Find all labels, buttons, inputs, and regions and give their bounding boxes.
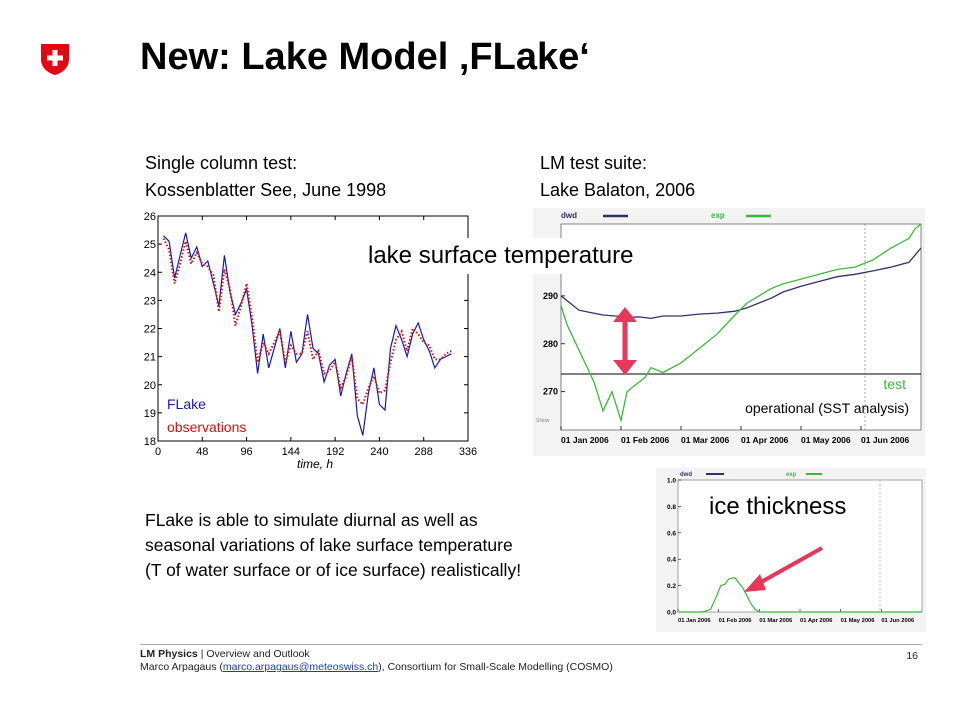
ice-thickness-label: ice thickness: [703, 490, 853, 524]
legend-dwd: dwd: [561, 211, 577, 220]
left-caption-line2: Kossenblatter See, June 1998: [145, 180, 387, 200]
series-line-exp: [678, 577, 922, 613]
slide-title: New: Lake Model ‚FLake‘: [140, 36, 590, 78]
series-line-exp: [560, 223, 922, 423]
x-tick-label: 01 May 2006: [801, 435, 851, 445]
y-tick-label: 19: [144, 408, 156, 420]
y-tick-label: 290: [543, 291, 558, 301]
y-tick-label: 21: [144, 352, 156, 364]
y-tick-label: 22: [144, 324, 156, 336]
pointer-arrow-shaft: [753, 546, 823, 588]
y-tick-label: 24: [144, 267, 156, 279]
right-caption-line2: Lake Balaton, 2006: [540, 180, 696, 200]
y-tick-label: 0.8: [667, 504, 676, 511]
y-tick-label: 25: [144, 239, 156, 251]
x-tick-label: 336: [459, 446, 477, 458]
y-tick-label: 23: [144, 295, 156, 307]
footer-author-suffix: ), Consortium for Small-Scale Modelling …: [378, 661, 613, 673]
y-tick-label: 20: [144, 380, 156, 392]
footer-email-link[interactable]: marco.arpagaus@meteoswiss.ch: [222, 661, 379, 673]
conclusion-text: FLake is able to simulate diurnal as wel…: [145, 508, 521, 583]
x-tick-label: 0: [155, 446, 161, 458]
x-tick-label: 48: [196, 446, 208, 458]
arrow-head-up: [613, 307, 637, 322]
x-tick-label: 01 Feb 2006: [719, 618, 753, 624]
y-tick-label: 0.0: [667, 610, 676, 617]
operational-label: operational (SST analysis): [745, 400, 909, 416]
x-tick-label: 01 Jun 2006: [881, 618, 915, 624]
y-tick-label: 0.4: [667, 557, 676, 564]
footer-org: LM Physics: [140, 648, 198, 660]
x-tick-label: 01 Feb 2006: [621, 435, 669, 445]
x-axis-label: time, h: [297, 457, 333, 471]
right-chart-caption: LM test suite: Lake Balaton, 2006: [540, 150, 695, 204]
y-tick-label: 270: [543, 387, 558, 397]
x-tick-label: 192: [326, 446, 344, 458]
conclusion-line1: FLake is able to simulate diurnal as wel…: [145, 510, 478, 530]
footer-section: Overview and Outlook: [206, 648, 310, 660]
right-caption-line1: LM test suite:: [540, 153, 648, 173]
test-label: test: [883, 376, 906, 392]
footer-author-prefix: Marco Arpagaus (: [140, 661, 223, 673]
y-tick-label: 0.2: [667, 583, 676, 590]
x-tick-label: 96: [240, 446, 252, 458]
legend-exp: exp: [711, 211, 725, 220]
x-tick-label: 01 Jun 2006: [861, 435, 909, 445]
legend-dwd: dwd: [680, 472, 692, 478]
legend-exp: exp: [786, 472, 797, 478]
x-tick-label: 01 May 2006: [841, 618, 876, 624]
left-caption-line1: Single column test:: [145, 153, 298, 173]
swiss-cross-logo: [41, 44, 69, 75]
x-tick-label: 144: [282, 446, 300, 458]
legend-flake: FLake: [167, 396, 206, 412]
pointer-arrow-head: [744, 574, 766, 592]
y-tick-label: 0.6: [667, 530, 676, 537]
x-tick-label: 01 Apr 2006: [741, 435, 789, 445]
footer-separator: |: [197, 648, 207, 660]
x-tick-label: 288: [415, 446, 433, 458]
x-tick-label: 01 Apr 2006: [800, 618, 833, 624]
x-tick-label: 01 Jan 2006: [678, 618, 711, 624]
series-line-dwd: [560, 247, 922, 320]
y-tick-label: 26: [144, 212, 156, 223]
page-number: 16: [906, 650, 918, 662]
left-chart-caption: Single column test: Kossenblatter See, J…: [145, 150, 386, 204]
series-line-observations: [162, 238, 452, 407]
x-tick-label: 01 Jan 2006: [561, 435, 609, 445]
conclusion-line2: seasonal variations of lake surface temp…: [145, 535, 513, 555]
y-tick-label: 280: [543, 339, 558, 349]
snow-label: SNow: [536, 418, 550, 424]
legend-observations: observations: [167, 419, 246, 435]
series-line-flake: [163, 232, 452, 436]
footer-divider: [140, 644, 922, 645]
x-tick-label: 01 Mar 2006: [681, 435, 729, 445]
conclusion-line3: (T of water surface or of ice surface) r…: [145, 560, 522, 580]
footer: LM Physics | Overview and Outlook Marco …: [140, 648, 613, 674]
x-tick-label: 01 Mar 2006: [759, 618, 793, 624]
y-tick-label: 1.0: [667, 478, 676, 485]
x-tick-label: 240: [370, 446, 388, 458]
lake-surface-temperature-label: lake surface temperature: [358, 238, 644, 274]
arrow-head-down: [613, 360, 637, 375]
y-tick-label: 18: [144, 436, 156, 448]
